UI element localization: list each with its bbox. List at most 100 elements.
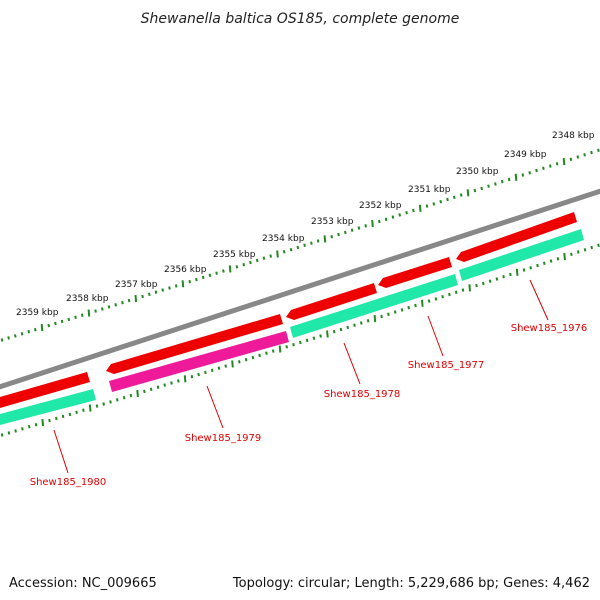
outer-scale-minor-tick — [590, 150, 593, 155]
outer-scale-minor-tick — [597, 148, 600, 152]
inner-scale-minor-tick — [143, 389, 146, 394]
cds-reverse-track — [0, 212, 577, 408]
outer-scale-minor-tick — [249, 260, 252, 265]
cds-shew185-1977-track[interactable] — [290, 274, 458, 338]
inner-scale-minor-tick — [543, 261, 546, 265]
inner-scale-minor-tick — [109, 400, 112, 404]
inner-scale-minor-tick — [170, 381, 173, 385]
outer-scale-minor-tick — [269, 254, 272, 258]
outer-scale-minor-tick — [222, 269, 225, 273]
outer-scale-major-tick — [466, 189, 470, 197]
inner-scale-minor-tick — [346, 325, 349, 330]
inner-scale-minor-tick — [163, 383, 166, 387]
inner-scale-minor-tick — [0, 433, 4, 437]
inner-scale-minor-tick — [197, 372, 200, 377]
inner-scale-minor-tick — [251, 355, 255, 360]
outer-scale-major-tick — [181, 280, 185, 288]
cds-shew185-1980-red[interactable] — [0, 372, 90, 408]
inner-scale-major-tick — [326, 330, 329, 338]
outer-scale-minor-tick — [316, 239, 320, 243]
outer-scale-minor-tick — [330, 235, 333, 239]
inner-scale-minor-tick — [380, 314, 383, 319]
cds-shew185-1979-track[interactable] — [109, 331, 289, 392]
outer-scale-minor-tick — [168, 286, 171, 290]
outer-scale-minor-tick — [94, 309, 97, 313]
outer-scale-minor-tick — [161, 288, 164, 292]
outer-scale-minor-tick — [569, 157, 573, 161]
outer-scale-minor-tick — [195, 277, 198, 282]
cds-shew185-1976-track[interactable] — [459, 229, 584, 281]
kbp-label-2354: 2354 kbp — [262, 234, 305, 244]
outer-scale-major-tick — [134, 294, 138, 303]
outer-scale-minor-tick — [114, 303, 117, 307]
inner-scale-minor-tick — [319, 334, 322, 338]
gene-label-1976[interactable]: Shew185_1976 — [511, 323, 588, 334]
outer-scale-minor-tick — [487, 184, 490, 188]
inner-scale-minor-tick — [461, 288, 465, 292]
genome-backbone — [0, 188, 600, 390]
inner-scale-minor-tick — [536, 263, 539, 268]
gene-label-1978[interactable]: Shew185_1978 — [324, 389, 401, 400]
inner-scale-minor-tick — [576, 250, 580, 254]
inner-scale-minor-tick — [482, 281, 485, 286]
outer-scale-minor-tick — [576, 155, 580, 159]
outer-scale-minor-tick — [174, 284, 178, 288]
inner-scale-minor-tick — [529, 266, 532, 270]
leader-line-1979 — [206, 385, 224, 429]
kbp-labels: 2348 kbp 2349 kbp 2350 kbp 2351 kbp 2352… — [16, 131, 595, 318]
inner-scale-minor-tick — [68, 412, 72, 417]
inner-scale-minor-tick — [238, 360, 241, 364]
inner-scale-minor-tick — [265, 351, 268, 355]
cds-shew185-1979-red[interactable] — [106, 314, 283, 374]
cds-shew185-1980-track[interactable] — [0, 389, 96, 425]
inner-scale-minor-tick — [7, 431, 11, 435]
gene-label-1980[interactable]: Shew185_1980 — [30, 477, 107, 488]
cds-shew185-1978-red[interactable] — [286, 283, 377, 320]
inner-scale-minor-tick — [244, 358, 248, 362]
inner-scale-minor-tick — [570, 252, 573, 256]
outer-scale-minor-tick — [378, 219, 381, 224]
outer-scale-minor-tick — [20, 332, 24, 336]
inner-scale-minor-tick — [95, 404, 99, 408]
inner-scale-major-tick — [278, 345, 282, 353]
inner-scale-minor-tick — [149, 387, 153, 391]
outer-scale-major-tick — [323, 235, 327, 243]
inner-scale-minor-tick — [495, 277, 499, 281]
kbp-label-2357: 2357 kbp — [115, 280, 158, 290]
inner-scale-minor-tick — [27, 425, 31, 429]
gene-label-1979[interactable]: Shew185_1979 — [185, 433, 262, 444]
outer-scale-minor-tick — [107, 305, 111, 309]
outer-scale-minor-tick — [480, 186, 483, 191]
cds-shew185-1976-red[interactable] — [456, 212, 577, 262]
inner-scale-minor-tick — [448, 292, 451, 297]
cds-shew185-1977-red[interactable] — [378, 257, 452, 288]
gene-label-1977[interactable]: Shew185_1977 — [408, 360, 485, 371]
outer-scale-minor-tick — [0, 338, 4, 342]
outer-scale-minor-tick — [310, 241, 313, 245]
inner-scale-minor-tick — [217, 366, 221, 370]
inner-scale-minor-tick — [339, 327, 343, 332]
inner-scale-minor-tick — [549, 259, 553, 263]
leader-line-1977 — [427, 315, 444, 357]
inner-scale-minor-tick — [434, 297, 438, 301]
inner-scale-minor-tick — [556, 257, 560, 261]
outer-scale-minor-tick — [583, 153, 586, 157]
outer-scale-minor-tick — [344, 230, 347, 235]
inner-scale-minor-tick — [414, 303, 417, 308]
outer-scale-minor-tick — [384, 217, 388, 221]
kbp-label-2356: 2356 kbp — [164, 265, 207, 275]
inner-scale-minor-tick — [353, 323, 356, 327]
outer-scale-major-tick — [87, 309, 91, 317]
inner-scale-major-tick — [468, 284, 471, 292]
inner-scale-minor-tick — [292, 343, 295, 347]
inner-scale-minor-tick — [156, 385, 160, 389]
leader-line-1978 — [343, 342, 361, 385]
inner-scale-minor-tick — [387, 312, 390, 316]
outer-scale-minor-tick — [473, 188, 477, 193]
inner-scale-minor-tick — [122, 396, 126, 400]
inner-scale-minor-tick — [102, 402, 105, 406]
outer-scale-minor-tick — [34, 328, 37, 332]
outer-scale-minor-tick — [60, 319, 64, 324]
outer-scale-minor-tick — [364, 224, 367, 228]
outer-scale-minor-tick — [242, 263, 245, 267]
